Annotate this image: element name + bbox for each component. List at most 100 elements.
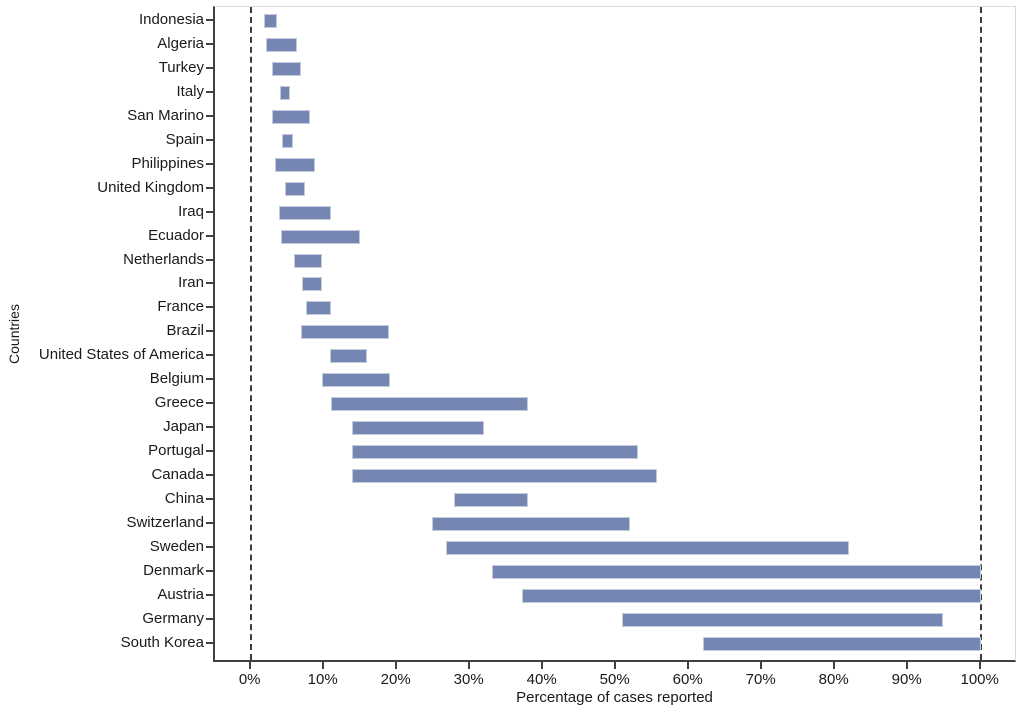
y-tick-mark xyxy=(206,402,213,405)
country-label: Brazil xyxy=(166,322,204,340)
x-tick-label: 60% xyxy=(672,671,703,688)
range-bar-iraq xyxy=(279,205,331,220)
x-axis-title: Percentage of cases reported xyxy=(516,689,713,706)
range-bar-france xyxy=(306,301,331,316)
range-bar-united-states-of-america xyxy=(330,349,367,364)
country-label: Austria xyxy=(157,585,204,603)
country-label: Belgium xyxy=(149,370,204,388)
y-tick-mark xyxy=(206,641,213,644)
y-tick-mark xyxy=(206,450,213,453)
country-label: Japan xyxy=(163,418,204,436)
x-tick-label: 90% xyxy=(891,671,922,688)
x-tick-mark xyxy=(905,662,908,669)
country-label: San Marino xyxy=(127,106,204,124)
x-tick-mark xyxy=(832,662,835,669)
range-bar-japan xyxy=(352,421,484,436)
country-label: Denmark xyxy=(143,561,204,579)
x-tick-label: 0% xyxy=(238,671,261,688)
country-label: Philippines xyxy=(131,154,204,172)
country-label: Germany xyxy=(142,609,204,627)
country-label: France xyxy=(157,298,204,316)
country-label: Italy xyxy=(176,82,204,100)
range-bar-ecuador xyxy=(280,229,361,244)
y-tick-mark xyxy=(206,426,213,429)
y-tick-mark xyxy=(206,354,213,357)
range-bar-belgium xyxy=(322,373,391,388)
y-tick-mark xyxy=(206,474,213,477)
country-label: Spain xyxy=(165,130,204,148)
x-tick-label: 30% xyxy=(453,671,484,688)
country-label: Canada xyxy=(151,466,204,484)
range-bar-iran xyxy=(301,277,323,292)
x-tick-mark xyxy=(321,662,324,669)
x-tick-label: 70% xyxy=(745,671,776,688)
country-label: Turkey xyxy=(158,58,204,76)
country-label: Switzerland xyxy=(126,513,204,531)
range-bar-china xyxy=(453,493,529,507)
range-bar-portugal xyxy=(352,445,638,460)
y-tick-mark xyxy=(206,521,213,524)
range-bar-netherlands xyxy=(293,253,323,268)
y-tick-mark xyxy=(206,210,213,213)
y-tick-mark xyxy=(206,66,213,69)
range-bar-italy xyxy=(279,85,291,100)
reference-line-0pct xyxy=(249,7,252,660)
x-tick-label: 40% xyxy=(526,671,557,688)
range-bar-algeria xyxy=(266,37,297,52)
x-tick-label: 100% xyxy=(960,671,999,688)
plot-panel xyxy=(213,6,1016,662)
y-tick-mark xyxy=(206,282,213,285)
country-label: United States of America xyxy=(38,346,204,364)
range-bar-greece xyxy=(331,397,529,412)
range-bar-germany xyxy=(621,612,944,627)
range-bar-brazil xyxy=(301,325,389,340)
x-tick-label: 10% xyxy=(307,671,338,688)
x-tick-mark xyxy=(540,662,543,669)
range-bar-indonesia xyxy=(263,14,277,28)
range-bar-austria xyxy=(521,588,981,603)
y-tick-mark xyxy=(206,186,213,189)
y-axis-labels: Indonesia Algeria Turkey Italy San Marino Spa… xyxy=(0,6,204,662)
x-tick-mark xyxy=(978,662,981,669)
y-tick-mark xyxy=(206,545,213,548)
x-tick-label: 50% xyxy=(599,671,630,688)
y-tick-mark xyxy=(206,42,213,45)
range-bar-south-korea xyxy=(702,636,981,651)
country-label: Netherlands xyxy=(123,250,204,268)
range-bar-philippines xyxy=(274,157,315,172)
x-tick-mark xyxy=(686,662,689,669)
country-label: Portugal xyxy=(148,442,204,460)
y-tick-mark xyxy=(206,234,213,237)
range-bar-san-marino xyxy=(271,109,310,124)
x-tick-mark xyxy=(248,662,251,669)
y-tick-mark xyxy=(206,114,213,117)
country-label: Sweden xyxy=(149,537,204,555)
country-label: Ecuador xyxy=(148,226,204,244)
x-tick-label: 20% xyxy=(380,671,411,688)
y-tick-mark xyxy=(206,306,213,309)
country-label: Algeria xyxy=(157,34,204,52)
country-label: United Kingdom xyxy=(97,178,204,196)
x-tick-mark xyxy=(467,662,470,669)
country-label: Greece xyxy=(154,394,204,412)
x-tick-label: 80% xyxy=(818,671,849,688)
country-label: South Korea xyxy=(120,633,204,651)
country-label: China xyxy=(164,490,204,507)
y-tick-mark xyxy=(206,378,213,381)
range-bar-denmark xyxy=(492,564,981,579)
x-tick-mark xyxy=(394,662,397,669)
y-tick-mark xyxy=(206,569,213,572)
y-tick-mark xyxy=(206,617,213,620)
x-tick-mark xyxy=(759,662,762,669)
y-tick-mark xyxy=(206,19,213,21)
y-tick-mark xyxy=(206,90,213,93)
range-bar-turkey xyxy=(271,61,302,76)
country-label: Iran xyxy=(178,274,204,292)
range-bar-united-kingdom xyxy=(285,181,305,196)
reference-line-100pct xyxy=(979,7,982,660)
y-tick-mark xyxy=(206,138,213,141)
x-tick-mark xyxy=(613,662,616,669)
country-label: Iraq xyxy=(178,202,204,220)
range-bar-sweden xyxy=(446,540,849,555)
